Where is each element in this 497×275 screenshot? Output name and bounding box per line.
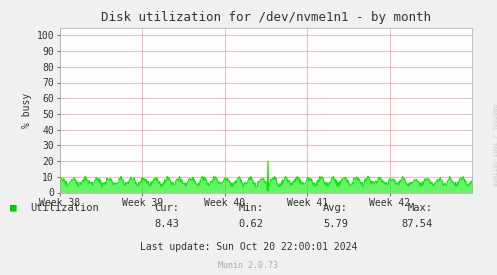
Text: ■: ■ <box>10 203 17 213</box>
Text: Last update: Sun Oct 20 22:00:01 2024: Last update: Sun Oct 20 22:00:01 2024 <box>140 243 357 252</box>
Text: Max:: Max: <box>408 203 432 213</box>
Text: Min:: Min: <box>239 203 263 213</box>
Y-axis label: % busy: % busy <box>22 92 32 128</box>
Text: RRDTOOL / TOBI OETIKER: RRDTOOL / TOBI OETIKER <box>491 104 496 187</box>
Text: 0.62: 0.62 <box>239 219 263 229</box>
Text: 5.79: 5.79 <box>323 219 348 229</box>
Title: Disk utilization for /dev/nvme1n1 - by month: Disk utilization for /dev/nvme1n1 - by m… <box>101 10 431 24</box>
Text: 87.54: 87.54 <box>401 219 432 229</box>
Text: Utilization: Utilization <box>30 203 98 213</box>
Text: Avg:: Avg: <box>323 203 348 213</box>
Text: Munin 2.0.73: Munin 2.0.73 <box>219 260 278 270</box>
Text: Cur:: Cur: <box>154 203 179 213</box>
Text: 8.43: 8.43 <box>154 219 179 229</box>
